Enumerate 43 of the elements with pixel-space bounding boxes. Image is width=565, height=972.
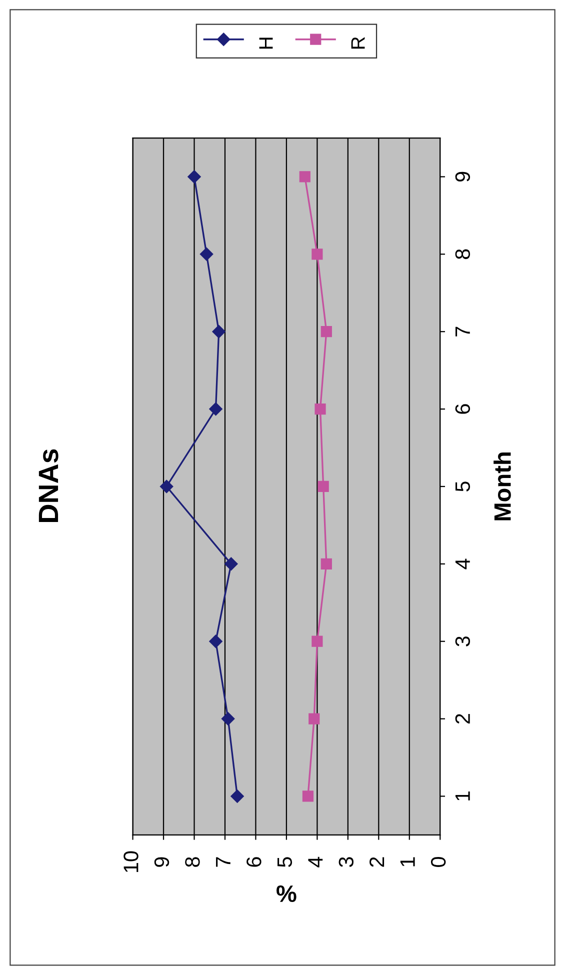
- x-tick-label: 10: [124, 851, 138, 872]
- legend-label: H: [259, 38, 273, 49]
- point: [200, 248, 214, 261]
- point: [308, 713, 320, 724]
- x-tick-label: 9: [154, 857, 170, 867]
- point: [160, 480, 174, 494]
- x-tick-label: 8: [185, 857, 200, 867]
- x-axis-title: %: [276, 885, 296, 902]
- point: [314, 403, 326, 415]
- y-tick-label: 5: [455, 482, 470, 492]
- legend-label: R: [351, 37, 365, 49]
- y-tick-label: 8: [455, 249, 470, 260]
- point: [221, 712, 235, 726]
- point: [302, 790, 314, 802]
- point: [320, 558, 332, 570]
- point: [312, 248, 323, 260]
- point: [299, 171, 310, 182]
- x-tick-label: 3: [338, 857, 354, 868]
- point: [212, 325, 226, 338]
- y-tick-label: 9: [455, 172, 470, 182]
- point: [224, 557, 238, 571]
- x-tick-label: 6: [246, 857, 262, 867]
- y-tick-label: 7: [455, 326, 470, 336]
- point: [209, 402, 222, 416]
- y-tick-label: 1: [455, 791, 470, 800]
- y-tick-label: 4: [455, 558, 470, 570]
- x-tick-label: 2: [370, 857, 384, 867]
- y-tick-label: 3: [455, 636, 470, 646]
- y-axis-title: Month: [494, 452, 511, 520]
- x-tick-label: 5: [278, 857, 292, 867]
- point: [312, 636, 323, 647]
- x-tick-label: 1: [400, 857, 415, 866]
- point: [209, 634, 222, 648]
- point: [230, 790, 244, 803]
- point: [320, 326, 332, 338]
- x-tick-label: 7: [216, 857, 230, 867]
- text: DNAs: [38, 449, 58, 522]
- point: [188, 170, 201, 184]
- x-tick-label: 0: [430, 857, 446, 868]
- y-tick-label: 6: [455, 404, 470, 414]
- point: [318, 480, 329, 492]
- x-tick-label: 4: [308, 856, 323, 868]
- y-tick-label: 2: [455, 714, 470, 724]
